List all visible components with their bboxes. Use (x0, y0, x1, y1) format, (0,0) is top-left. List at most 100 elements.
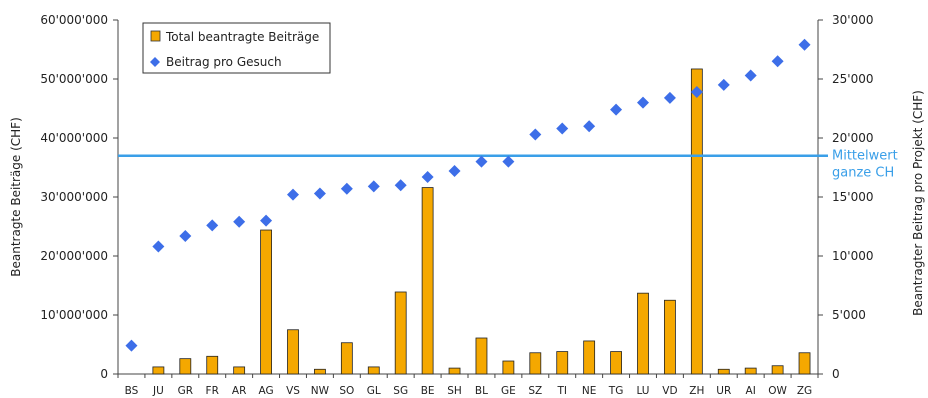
bar (556, 351, 569, 375)
x-tick-label: OW (768, 385, 787, 397)
right-tick-label: 0 (832, 367, 840, 381)
x-tick-label: GL (367, 385, 381, 397)
bar (367, 366, 380, 375)
x-tick-label: JU (152, 385, 164, 397)
scatter-point (287, 188, 299, 201)
scatter-point (690, 85, 703, 98)
x-tick-label: NE (582, 385, 597, 397)
bar (233, 366, 246, 375)
left-tick-label: 0 (100, 367, 108, 381)
mean-label-line2: ganze CH (832, 166, 894, 181)
left-tick-label: 40'000'000 (40, 131, 108, 145)
x-tick-label: VD (662, 385, 677, 397)
x-tick-label: ZH (689, 385, 704, 397)
x-tick-label: SO (339, 385, 354, 397)
scatter-point (475, 155, 488, 168)
scatter-point (125, 339, 138, 352)
scatter-point (152, 240, 165, 253)
scatter-point (610, 103, 623, 116)
legend-swatch-point (150, 57, 160, 67)
right-tick-label: 20'000 (832, 131, 873, 145)
bar (340, 342, 353, 375)
scatter-point (233, 215, 246, 228)
scatter-point (771, 55, 784, 68)
x-tick-label: GR (178, 385, 193, 397)
scatter-series (125, 38, 811, 352)
scatter-point (502, 155, 515, 168)
scatter-point (583, 120, 596, 133)
bar (448, 367, 461, 375)
scatter-point (717, 78, 730, 91)
x-tick-label: AI (746, 385, 756, 397)
right-tick-label: 30'000 (832, 13, 873, 27)
left-tick-label: 20'000'000 (40, 249, 108, 263)
bar (179, 358, 192, 375)
bar (771, 365, 784, 375)
scatter-point (421, 170, 434, 183)
x-tick-label: LU (636, 385, 649, 397)
left-tick-label: 60'000'000 (40, 13, 108, 27)
bar (690, 68, 703, 375)
x-tick-label: AG (259, 385, 274, 397)
bar (717, 368, 730, 375)
x-tick-label: UR (716, 385, 731, 397)
legend-label-point: Beitrag pro Gesuch (166, 55, 282, 69)
scatter-point (744, 69, 757, 82)
bar (502, 360, 515, 375)
bar (287, 329, 299, 375)
bar (152, 366, 165, 375)
scatter-point (340, 182, 353, 195)
x-tick-label: ZG (797, 385, 812, 397)
x-tick-label: BL (475, 385, 488, 397)
left-axis-ticks: 0 10'000'000 20'000'000 30'000'000 40'000'00… (40, 13, 118, 381)
scatter-point (394, 179, 407, 192)
scatter-point (556, 122, 569, 135)
right-tick-label: 10'000 (832, 249, 873, 263)
x-tick-label: VS (286, 385, 300, 397)
x-tick-label: BE (421, 385, 435, 397)
scatter-point (798, 38, 811, 51)
bar-series (152, 68, 811, 375)
bar (637, 292, 649, 375)
x-tick-label: SZ (528, 385, 542, 397)
left-tick-label: 30'000'000 (40, 190, 108, 204)
scatter-point (529, 128, 542, 141)
mean-line-group: Mittelwert ganze CH (118, 149, 898, 181)
bar (206, 355, 219, 375)
scatter-point (206, 219, 219, 232)
scatter-point (179, 229, 192, 242)
bar (314, 368, 326, 375)
legend-label-bar: Total beantragte Beiträge (165, 30, 319, 44)
scatter-point (260, 214, 273, 227)
mean-label-line1: Mittelwert (832, 149, 898, 164)
bar (260, 229, 272, 375)
bar (421, 187, 434, 375)
x-tick-label: TG (608, 385, 624, 397)
legend-swatch-bar (150, 30, 161, 42)
x-tick-label: SG (393, 385, 408, 397)
legend: Total beantragte Beiträge Beitrag pro Ge… (142, 22, 331, 74)
right-axis-title: Beantragter Beitrag pro Projekt (CHF) (911, 90, 925, 316)
right-tick-label: 15'000 (832, 190, 873, 204)
right-tick-label: 5'000 (832, 308, 866, 322)
left-tick-label: 10'000'000 (40, 308, 108, 322)
right-axis-ticks: 0 5'000 10'000 15'000 20'000 25'000 30'000 (818, 13, 873, 381)
x-tick-label: TI (556, 385, 567, 397)
scatter-point (367, 180, 380, 193)
legend-box (142, 22, 331, 74)
scatter-point (663, 91, 676, 104)
x-tick-label: BS (125, 385, 139, 397)
x-axis-ticks: BS JU GR FR AR AG VS NW SO GL SG BE SH BL GE SZ TI NE TG LU… (117, 374, 819, 397)
x-tick-label: GE (501, 385, 516, 397)
scatter-point (313, 187, 326, 200)
x-tick-label: FR (206, 385, 219, 397)
bar (798, 352, 811, 375)
x-tick-label: SH (447, 385, 462, 397)
scatter-point (448, 165, 461, 178)
bar (529, 352, 542, 375)
left-axis-title: Beantragte Beiträge (CHF) (9, 117, 23, 277)
left-tick-label: 50'000'000 (40, 72, 108, 86)
scatter-point (637, 96, 649, 109)
bar (664, 299, 676, 375)
